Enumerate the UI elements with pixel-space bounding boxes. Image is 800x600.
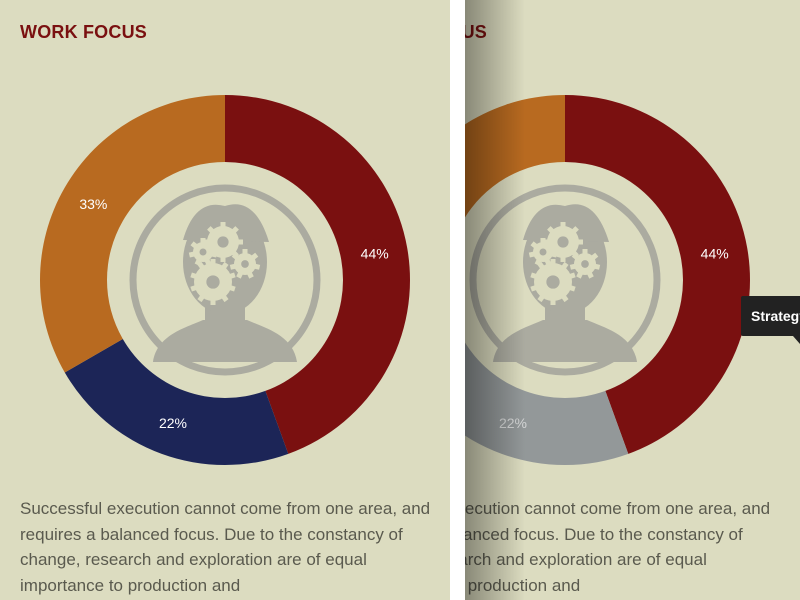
description-text: Successful execution cannot come from on… (465, 499, 771, 595)
description-text: Successful execution cannot come from on… (20, 499, 431, 595)
slice-label-2: 22% (159, 415, 187, 431)
donut-slice-1[interactable] (565, 95, 751, 454)
donut-slice-1[interactable] (225, 95, 411, 454)
donut-slice-3[interactable] (465, 95, 565, 373)
section-title: WORK FOCUS (465, 22, 487, 42)
slice-label-2: 22% (499, 415, 527, 431)
slice-tooltip: Strategy: 22% (741, 296, 800, 344)
donut-chart: 44%22%33% (465, 95, 751, 465)
work-focus-panel: WORK FOCUS 44% 22% 33% Successful executio… (0, 0, 450, 600)
section-title: WORK FOCUS (20, 22, 147, 42)
head-with-gears-icon (129, 184, 321, 376)
donut-slice-3[interactable] (39, 95, 225, 373)
donut-slice-2[interactable] (64, 339, 289, 465)
work-focus-panel-hover-state: WORK FOCUS 44%22%33% Successful executio… (465, 0, 800, 600)
donut-slice-2[interactable] (465, 339, 629, 465)
slice-label-1: 44% (701, 246, 729, 262)
slice-label-3: 33% (79, 196, 107, 212)
head-with-gears-icon (469, 184, 661, 376)
slice-label-1: 44% (361, 246, 389, 262)
donut-chart: 44% 22% 33% (39, 95, 411, 465)
